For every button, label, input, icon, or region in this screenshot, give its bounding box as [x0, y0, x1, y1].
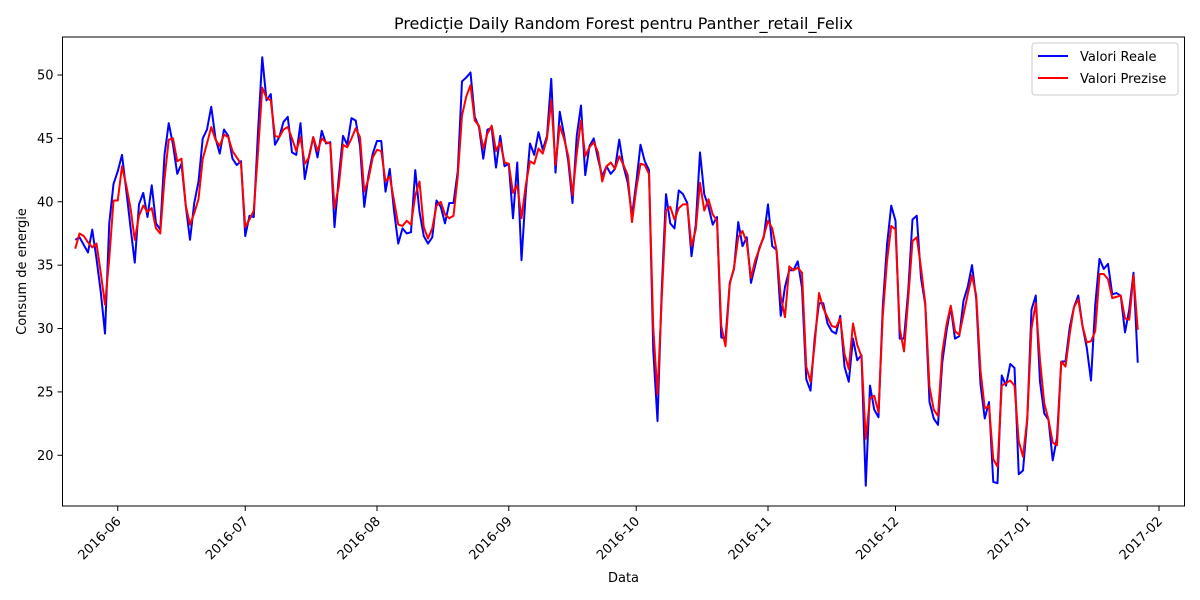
- y-tick-label: 50: [37, 69, 54, 84]
- y-tick-label: 45: [37, 132, 54, 147]
- x-axis-title: Data: [608, 571, 639, 586]
- legend: Valori Reale Valori Prezise: [1031, 42, 1179, 96]
- y-tick-label: 30: [37, 322, 54, 337]
- series-layer: [74, 56, 1139, 487]
- y-axis-title: Consum de energie: [15, 208, 30, 335]
- chart-title: Predicție Daily Random Forest pentru Pan…: [394, 14, 853, 34]
- series-line-valori-prezise: [74, 84, 1139, 468]
- y-tick-label: 20: [37, 449, 54, 464]
- y-axis: 20 25 30 35 40 45 50: [37, 69, 63, 464]
- y-tick-label: 35: [37, 259, 54, 274]
- axes-frame: [62, 36, 1185, 507]
- y-tick-label: 25: [37, 385, 54, 400]
- legend-label-valori-reale: Valori Reale: [1080, 50, 1157, 65]
- legend-frame: [1031, 42, 1179, 96]
- y-tick-label: 40: [37, 195, 54, 210]
- legend-label-valori-prezise: Valori Prezise: [1080, 72, 1166, 87]
